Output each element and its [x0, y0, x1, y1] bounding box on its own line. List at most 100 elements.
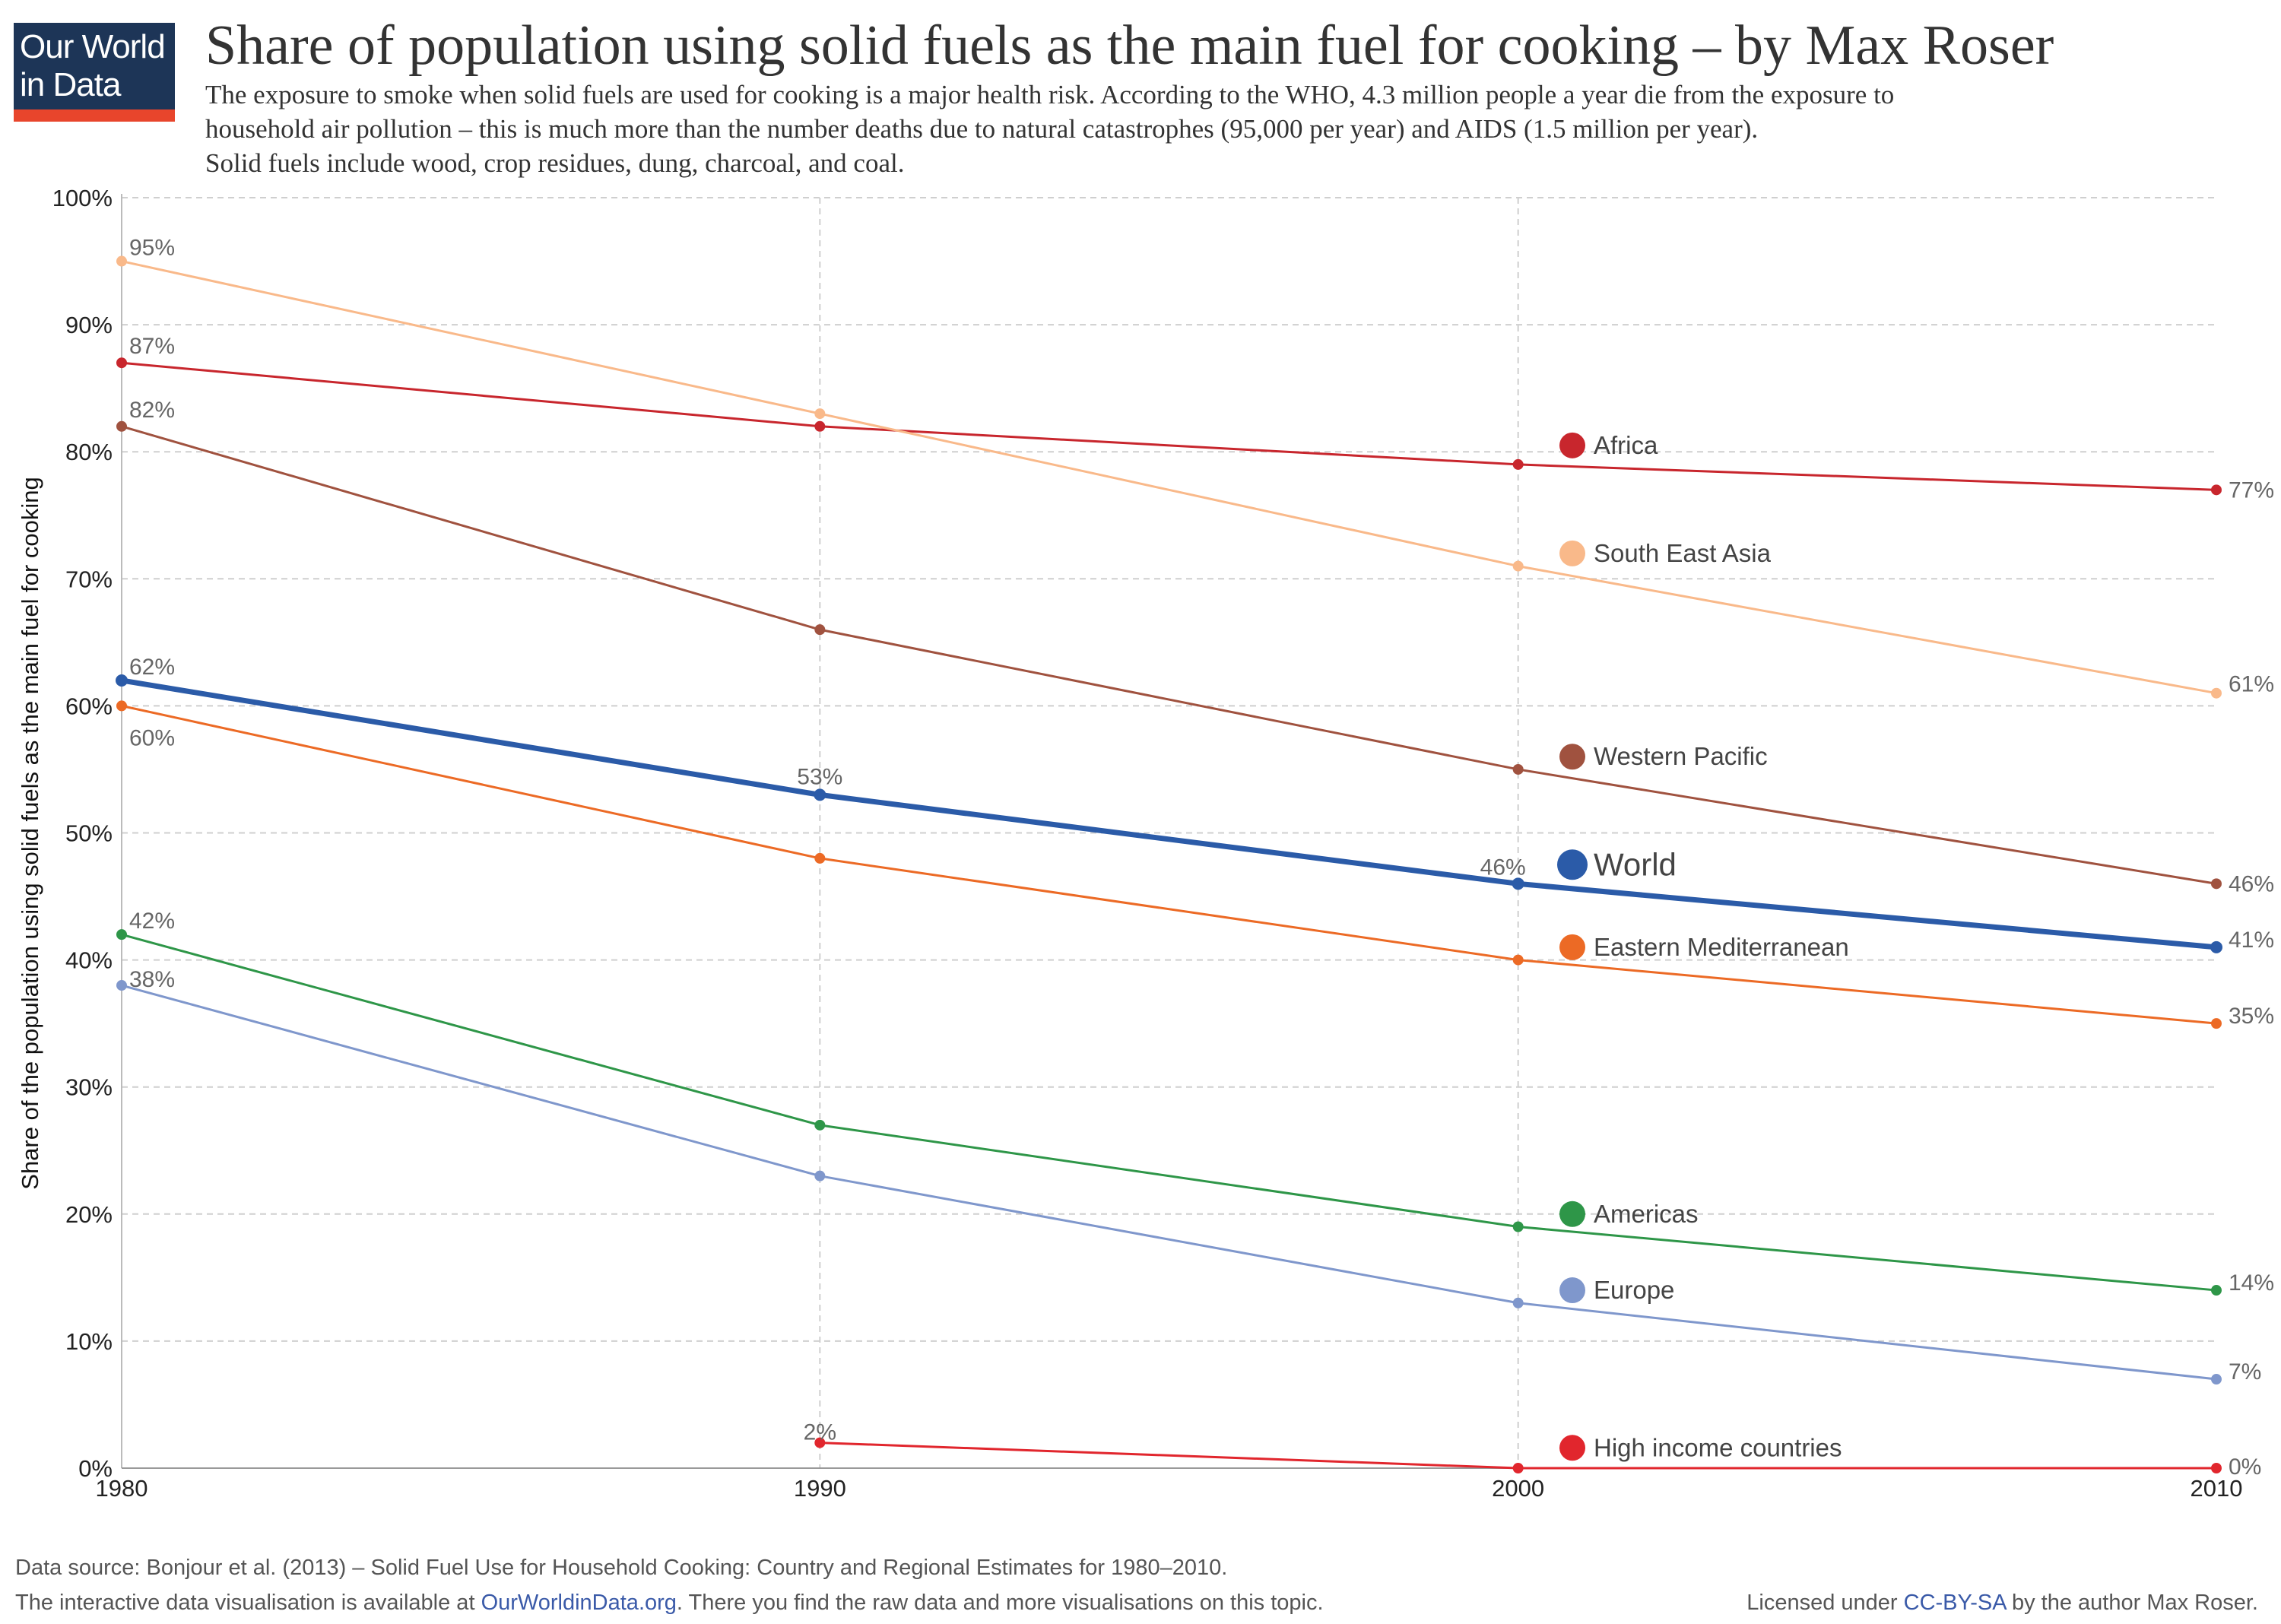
logo-line-2: in Data: [20, 66, 121, 103]
data-point: [2211, 1374, 2222, 1385]
chart-title: Share of population using solid fuels as…: [205, 14, 2054, 77]
data-point: [116, 674, 128, 687]
data-label: 0%: [2229, 1454, 2261, 1480]
data-point: [814, 624, 826, 636]
legend-marker: [1559, 540, 1585, 566]
data-point: [2211, 878, 2222, 890]
data-point: [814, 420, 826, 432]
data-point: [1512, 458, 1524, 470]
legend-marker: [1557, 849, 1588, 880]
data-label: 46%: [1480, 855, 1526, 880]
series-line: [121, 984, 2217, 1381]
x-tick-label: 2000: [1492, 1475, 1544, 1502]
license-link[interactable]: CC-BY-SA: [1903, 1591, 2006, 1615]
data-point: [116, 420, 127, 432]
data-point: [1512, 1463, 1524, 1473]
data-label: 95%: [129, 236, 175, 261]
data-label: 77%: [2229, 477, 2274, 503]
license-pre: Licensed under: [1746, 1591, 1904, 1615]
data-point: [116, 980, 127, 991]
legend-label: Western Pacific: [1594, 742, 1768, 770]
data-point: [2211, 1018, 2222, 1029]
legend-label: World: [1594, 846, 1677, 882]
data-point: [2211, 1285, 2222, 1296]
data-point: [814, 788, 826, 801]
y-tick-label: 40%: [65, 947, 113, 974]
data-label: 42%: [129, 909, 175, 934]
data-label: 46%: [2229, 871, 2274, 896]
interactive-note: The interactive data visualisation is av…: [15, 1591, 1324, 1616]
y-axis-title: Share of the population using solid fuel…: [17, 477, 43, 1189]
legend-marker: [1559, 1435, 1585, 1461]
data-point: [814, 408, 826, 420]
legend-marker: [1559, 432, 1585, 458]
data-point: [1512, 1221, 1524, 1232]
data-point: [116, 700, 127, 712]
legend-marker: [1559, 1201, 1585, 1227]
logo-accent-bar: [14, 109, 175, 122]
y-tick-label: 0%: [78, 1455, 113, 1482]
series-line: [121, 704, 2217, 1025]
line-chart: 0% 10% 20% 30% 40% 50% 60% 70% 80% 90% 100% 1980 199…: [17, 185, 2274, 1502]
y-tick-label: 90%: [65, 312, 113, 338]
y-tick-label: 10%: [65, 1328, 113, 1355]
y-tick-label: 70%: [65, 566, 113, 592]
y-tick-label: 20%: [65, 1201, 113, 1228]
x-tick-label: 1980: [96, 1475, 148, 1502]
data-label: 60%: [129, 725, 175, 750]
owid-logo: Our World in Data: [14, 23, 175, 122]
y-tick-label: 30%: [65, 1074, 113, 1101]
y-tick-label: 80%: [65, 439, 113, 465]
data-point: [1512, 877, 1524, 890]
legend-label: Africa: [1594, 431, 1658, 459]
data-label: 82%: [129, 398, 175, 423]
interactive-note-pre: The interactive data visualisation is av…: [15, 1591, 481, 1615]
data-label: 41%: [2229, 928, 2274, 953]
x-tick-label: 2010: [2191, 1475, 2243, 1502]
series-line: [121, 260, 2217, 695]
data-point: [116, 357, 127, 369]
data-point: [814, 1119, 826, 1131]
legend-label: High income countries: [1594, 1433, 1842, 1461]
subtitle-line-1: The exposure to smoke when solid fuels a…: [205, 80, 1895, 109]
series-line: [121, 361, 2217, 491]
legend-label: Americas: [1594, 1200, 1699, 1228]
data-point: [2211, 1463, 2222, 1473]
data-point: [1512, 560, 1524, 572]
data-label: 87%: [129, 334, 175, 359]
legend-marker: [1559, 744, 1585, 770]
legend-label: Europe: [1594, 1276, 1674, 1304]
data-label: 38%: [129, 967, 175, 992]
data-point: [814, 852, 826, 864]
data-point: [1512, 1297, 1524, 1308]
data-point: [1512, 954, 1524, 966]
data-label: 7%: [2229, 1359, 2261, 1385]
data-point: [116, 255, 127, 267]
data-point: [814, 1437, 826, 1448]
license-post: by the author Max Roser.: [2005, 1591, 2258, 1615]
data-source: Data source: Bonjour et al. (2013) – Sol…: [15, 1556, 1228, 1580]
legend-label: Eastern Mediterranean: [1594, 933, 1849, 961]
y-tick-label: 50%: [65, 820, 113, 847]
data-label: 53%: [797, 764, 842, 789]
series-line: [121, 933, 2217, 1292]
data-point: [2210, 940, 2222, 953]
data-point: [1512, 763, 1524, 775]
data-label: 61%: [2229, 672, 2274, 697]
y-tick-label: 60%: [65, 693, 113, 719]
owid-link[interactable]: OurWorldinData.org: [481, 1591, 677, 1615]
data-point: [2211, 687, 2222, 699]
subtitle-line-3: Solid fuels include wood, crop residues,…: [205, 148, 905, 178]
data-label: 35%: [2229, 1004, 2274, 1029]
license-note: Licensed under CC-BY-SA by the author Ma…: [1746, 1591, 2258, 1616]
data-point: [116, 929, 127, 940]
data-label: 14%: [2229, 1270, 2274, 1296]
x-tick-label: 1990: [794, 1475, 846, 1502]
data-label: 62%: [129, 655, 175, 680]
interactive-note-post: . There you find the raw data and more v…: [676, 1591, 1324, 1615]
data-point: [814, 1170, 826, 1182]
y-tick-label: 100%: [52, 185, 113, 211]
legend-label: South East Asia: [1594, 539, 1772, 567]
legend-marker: [1559, 934, 1585, 960]
legend-marker: [1559, 1277, 1585, 1304]
